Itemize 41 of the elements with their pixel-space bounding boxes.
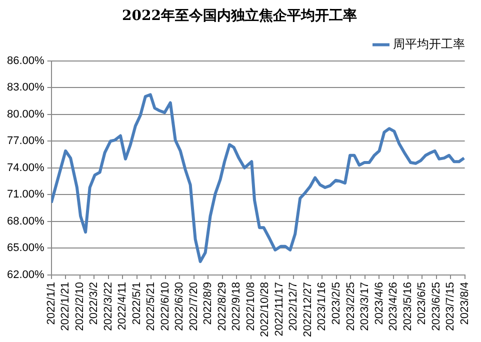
x-tick-label: 2023/3/17 (359, 282, 372, 331)
x-tick-label: 2022/8/29 (216, 282, 228, 331)
y-tick-label: 86.00% (6, 54, 45, 67)
x-tick-label: 2023/1/16 (316, 282, 328, 331)
x-tick-label: 2022/10/8 (244, 282, 257, 331)
x-tick-label: 2022/6/30 (174, 282, 186, 331)
x-tick-label: 2023/4/26 (388, 282, 400, 331)
x-tick-label: 2023/5/16 (402, 282, 414, 331)
y-tick-label: 62.00% (6, 268, 45, 281)
x-tick-label: 2022/8/9 (202, 282, 214, 325)
x-tick-label: 2022/9/18 (230, 282, 243, 331)
x-tick-label: 2023/2/25 (344, 282, 357, 331)
y-tick-label: 65.00% (6, 242, 45, 254)
x-tick-label: 2022/12/7 (288, 282, 300, 331)
x-tick-label: 2022/12/27 (302, 282, 314, 338)
x-tick-label: 2023/6/25 (430, 282, 442, 331)
x-tick-label: 2023/7/15 (444, 282, 457, 331)
x-tick-label: 2023/2/5 (330, 282, 343, 325)
legend-label: 周平均开工率 (393, 37, 465, 52)
x-tick-label: 2022/1/1 (45, 282, 58, 325)
x-tick-label: 2022/5/21 (145, 282, 158, 331)
x-tick-label: 2023/8/4 (458, 282, 471, 325)
x-tick-label: 2022/2/10 (74, 282, 86, 331)
y-tick-label: 71.00% (6, 188, 45, 201)
y-tick-label: 80.00% (6, 108, 45, 120)
x-tick-label: 2023/4/6 (373, 282, 386, 325)
x-tick-label: 2022/11/17 (273, 282, 286, 336)
x-tick-label: 2022/3/2 (88, 282, 100, 325)
x-tick-label: 2022/3/22 (102, 282, 114, 331)
x-tick-label: 2022/6/10 (159, 282, 172, 331)
x-tick-label: 2023/6/5 (416, 282, 428, 325)
x-tick-label: 2022/1/21 (60, 282, 72, 331)
y-tick-label: 83.00% (6, 82, 45, 94)
y-tick-label: 68.00% (6, 215, 45, 228)
x-tick-label: 2022/5/1 (130, 282, 143, 325)
y-tick-label: 77.00% (6, 135, 45, 148)
x-tick-label: 2022/4/11 (116, 282, 129, 330)
y-tick-label: 74.00% (6, 162, 45, 174)
x-tick-label: 2022/7/20 (188, 282, 200, 331)
x-tick-label: 2022/10/28 (259, 282, 272, 338)
chart-title: 2022年至今国内独立焦企平均开工率 (122, 7, 357, 24)
